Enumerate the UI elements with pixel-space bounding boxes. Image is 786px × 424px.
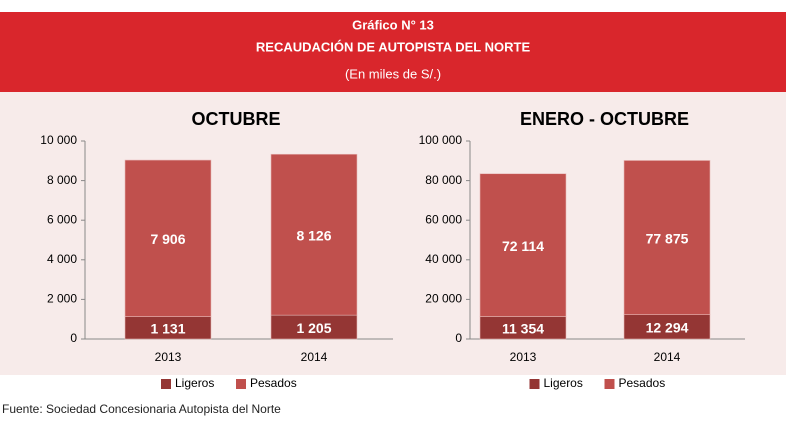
legend-swatch [236, 379, 246, 389]
y-tick-label: 4 000 [47, 252, 77, 266]
y-tick-label: 100 000 [419, 133, 463, 147]
y-tick-label: 60 000 [425, 212, 462, 226]
header-band [0, 12, 786, 92]
data-label: 12 294 [646, 320, 689, 336]
data-label: 77 875 [646, 230, 689, 246]
y-tick-label: 2 000 [47, 292, 77, 306]
y-tick-label: 20 000 [425, 292, 462, 306]
x-tick-label: 2013 [155, 350, 182, 364]
data-label: 8 126 [296, 227, 331, 243]
x-tick-label: 2013 [510, 350, 537, 364]
legend-label: Ligeros [544, 376, 583, 390]
chart-title: ENERO - OCTUBRE [520, 109, 689, 129]
legend-swatch [604, 379, 615, 389]
bar-segment [623, 314, 711, 340]
header-title: Gráfico N° 13 [352, 17, 434, 32]
chart-title: OCTUBRE [192, 109, 281, 129]
y-tick-label: 10 000 [40, 133, 77, 147]
data-label: 11 354 [502, 320, 544, 336]
y-tick-label: 40 000 [425, 252, 462, 266]
source: Fuente: Sociedad Concesionaria Autopista… [2, 402, 281, 416]
y-tick-label: 0 [70, 331, 77, 345]
bar-segment [270, 153, 358, 316]
bar-segment [124, 159, 212, 317]
y-tick-label: 8 000 [47, 173, 77, 187]
y-tick-label: 6 000 [47, 212, 77, 226]
legend-label: Pesados [250, 376, 297, 390]
data-label: 1 205 [296, 320, 331, 336]
data-label: 72 114 [502, 238, 544, 254]
x-tick-label: 2014 [654, 350, 681, 364]
bar-segment [479, 173, 567, 317]
data-label: 7 906 [150, 231, 185, 247]
legend-swatch [529, 379, 540, 389]
legend-label: Ligeros [175, 376, 214, 390]
x-tick-label: 2014 [301, 350, 328, 364]
y-tick-label: 80 000 [425, 173, 462, 187]
legend-label: Pesados [619, 376, 666, 390]
legend-swatch [161, 379, 171, 389]
data-label: 1 131 [150, 321, 185, 337]
y-tick-label: 0 [455, 331, 462, 345]
bar-segment [623, 160, 711, 315]
header-note: (En miles de S/.) [345, 66, 441, 81]
header-subtitle: RECAUDACIÓN DE AUTOPISTA DEL NORTE [256, 39, 531, 54]
